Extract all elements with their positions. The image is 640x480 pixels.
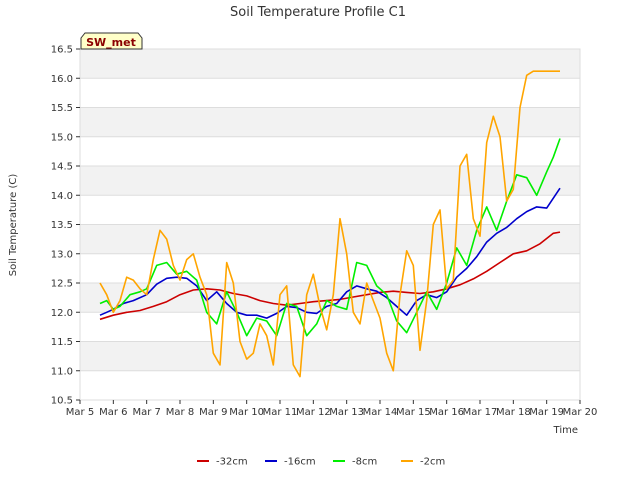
plot-band (80, 283, 580, 313)
x-tick-label: Mar 19 (529, 407, 564, 418)
x-tick-label: Mar 17 (463, 407, 498, 418)
plot-band (80, 195, 580, 225)
x-tick-label: Mar 10 (229, 407, 264, 418)
y-axis-ticks: 10.5 11.0 11.5 12.0 12.5 13.0 13.5 14.0 14.5 15.0… (51, 45, 80, 407)
x-tick-label: Mar 5 (66, 407, 94, 418)
y-tick-label: 14.5 (51, 162, 73, 173)
x-tick-label: Mar 15 (396, 407, 431, 418)
x-tick-label: Mar 16 (429, 407, 464, 418)
plot-band (80, 253, 580, 283)
x-tick-label: Mar 6 (99, 407, 127, 418)
plot-band (80, 370, 580, 400)
x-tick-label: Mar 8 (166, 407, 194, 418)
y-tick-label: 15.0 (51, 132, 73, 143)
plot-band (80, 312, 580, 342)
y-tick-label: 12.0 (51, 308, 73, 319)
y-tick-label: 12.5 (51, 279, 73, 290)
x-tick-label: Mar 9 (199, 407, 227, 418)
y-tick-label: 16.0 (51, 74, 73, 85)
y-tick-label: 10.5 (51, 396, 73, 407)
badge-label: SW_met (86, 36, 136, 49)
plot-band (80, 49, 580, 79)
x-tick-label: Mar 12 (296, 407, 331, 418)
x-tick-label: Mar 14 (363, 407, 398, 418)
x-tick-label: Mar 7 (132, 407, 160, 418)
x-tick-label: Mar 11 (263, 407, 298, 418)
y-tick-label: 11.0 (51, 366, 73, 377)
series-line-2cm (99, 70, 560, 378)
x-tick-label: Mar 20 (563, 407, 598, 418)
badge-shape (80, 32, 143, 50)
legend-label: -2cm (420, 457, 445, 468)
series-line-32cm (99, 231, 561, 321)
series-group (99, 70, 561, 378)
plot-band (80, 341, 580, 371)
x-tick-label: Mar 18 (496, 407, 531, 418)
y-tick-label: 11.5 (51, 337, 73, 348)
plot-background (80, 48, 580, 401)
y-tick-label: 14.0 (51, 191, 73, 202)
plot-band (80, 78, 580, 108)
legend: -32cm -16cm -8cm -2cm (197, 457, 445, 468)
y-tick-label: 13.0 (51, 249, 73, 260)
y-tick-label: 15.5 (51, 103, 73, 114)
plot-band (80, 166, 580, 196)
legend-label: -8cm (352, 457, 377, 468)
y-tick-label: 16.5 (51, 45, 73, 56)
y-axis-label: Soil Temperature (C) (8, 174, 19, 277)
y-tick-label: 13.5 (51, 220, 73, 231)
plot-band (80, 136, 580, 166)
legend-label: -32cm (216, 457, 248, 468)
series-line-8cm (99, 138, 561, 337)
plot-band (80, 107, 580, 137)
x-axis-label: Time (553, 425, 578, 436)
legend-label: -16cm (284, 457, 316, 468)
site-badge: SW_met (80, 32, 143, 50)
chart-title: Soil Temperature Profile C1 (230, 5, 406, 20)
x-tick-label: Mar 13 (329, 407, 364, 418)
